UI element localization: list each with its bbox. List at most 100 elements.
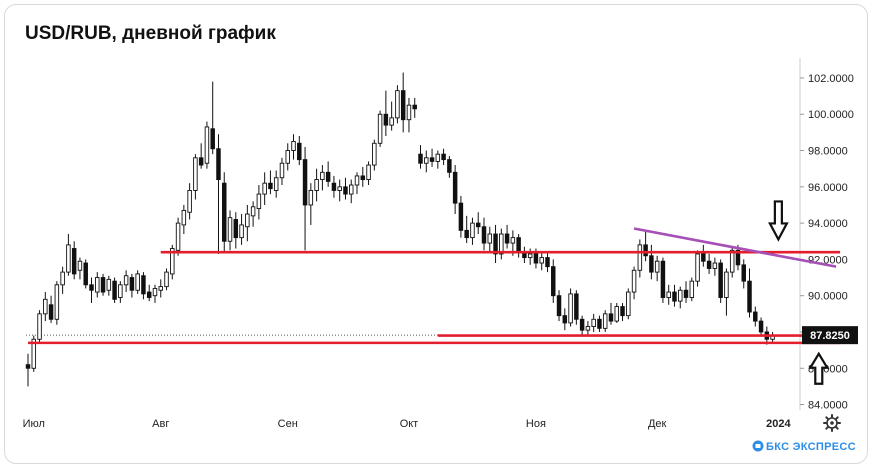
candle-body-down [556, 295, 562, 317]
candle [597, 315, 602, 332]
candle-body-up [729, 249, 735, 273]
candle [585, 321, 591, 336]
candle [343, 177, 348, 200]
candle-body-up [245, 213, 250, 228]
brand-logo-icon [752, 440, 764, 452]
candle-body-down [597, 318, 602, 329]
y-tick-label: 98.0000 [808, 146, 848, 158]
candle [712, 257, 718, 276]
arrow-up-icon [808, 351, 830, 385]
candle-body-up [389, 117, 394, 126]
gear-icon[interactable] [823, 414, 841, 432]
candle-body-down [758, 320, 764, 333]
candle [308, 183, 314, 225]
candle [706, 253, 712, 274]
candle-body-up [499, 233, 504, 255]
candle [348, 179, 354, 204]
candle [175, 217, 181, 256]
y-tick-label: 84.0000 [808, 400, 848, 412]
candle-body-up [285, 150, 290, 164]
arrow-down-icon [768, 200, 789, 242]
candle-body-up [135, 273, 140, 291]
candle-body-down [325, 171, 331, 182]
candle [626, 288, 631, 320]
y-tick-label: 96.0000 [808, 182, 848, 194]
x-tick-label: Авг [152, 418, 169, 430]
candle-body-up [314, 179, 319, 191]
candle-body-up [654, 260, 660, 273]
candle-body-down [574, 293, 579, 320]
candle [320, 165, 325, 191]
candle [71, 241, 77, 280]
candle-body-down [141, 275, 146, 295]
candle [268, 170, 273, 195]
candle-body-down [551, 266, 556, 297]
candle [273, 170, 279, 198]
candle-body-down [210, 128, 215, 150]
candle [579, 315, 585, 336]
candle-body-up [372, 142, 377, 166]
candle [487, 226, 493, 253]
chart-card: USD/RUB, дневной график [4, 4, 868, 464]
candle-body-up [510, 237, 516, 244]
candle [389, 101, 394, 131]
y-tick-label: 100.0000 [808, 109, 854, 121]
candle [337, 179, 342, 202]
candle [620, 302, 625, 322]
candle-body-down [418, 153, 423, 164]
candle [256, 185, 262, 220]
candle-body-down [429, 157, 435, 162]
x-axis: Июл Авг Сен Окт Ноя Дек 2024 [23, 418, 792, 430]
candle [493, 224, 498, 264]
annotation-arrows [768, 200, 830, 385]
candle-body-up [262, 182, 267, 195]
candle-body-up [291, 141, 296, 151]
candle-body-up [539, 257, 544, 264]
candle-body-up [308, 190, 314, 206]
candle-body-down [718, 262, 723, 298]
candle [400, 72, 406, 133]
candle-body-up [366, 164, 371, 181]
candle [100, 273, 106, 296]
candle-body-up [43, 298, 48, 315]
candle-body-down [660, 260, 666, 298]
candle [210, 81, 215, 155]
candle [429, 148, 435, 167]
candle-body-down [683, 289, 689, 298]
candle [31, 335, 37, 372]
candle [591, 313, 596, 332]
candle [198, 143, 204, 169]
candle-body-down [48, 304, 54, 320]
candle [245, 204, 250, 242]
candle [718, 259, 723, 303]
candle-body-down [383, 113, 389, 126]
candle-body-up [487, 233, 493, 244]
candle [164, 268, 169, 291]
candle [366, 161, 371, 186]
candle [516, 234, 521, 258]
candle-body-up [568, 293, 573, 324]
candle-body-down [233, 219, 239, 239]
candle [129, 273, 135, 298]
candle-body-up [470, 222, 475, 239]
candle [447, 155, 452, 178]
candle-body-up [66, 244, 71, 273]
candle-body-up [181, 209, 187, 226]
candle-body-up [585, 326, 591, 331]
candle [660, 257, 666, 303]
candle [250, 201, 256, 227]
candle-body-down [441, 153, 446, 161]
candle-body-down [198, 157, 204, 166]
candle-body-up [614, 306, 619, 322]
candle-body-up [348, 184, 354, 195]
candle-body-down [83, 262, 88, 286]
candle-body-up [377, 113, 383, 144]
price-tag-label: 87.8250 [810, 330, 850, 342]
candle [48, 295, 54, 323]
candle-body-up [320, 171, 325, 181]
candle-body-down [706, 260, 712, 269]
candle-body-down [112, 280, 117, 300]
candle-body-up [637, 244, 643, 271]
candle [452, 165, 458, 215]
candle-body-down [643, 244, 648, 257]
